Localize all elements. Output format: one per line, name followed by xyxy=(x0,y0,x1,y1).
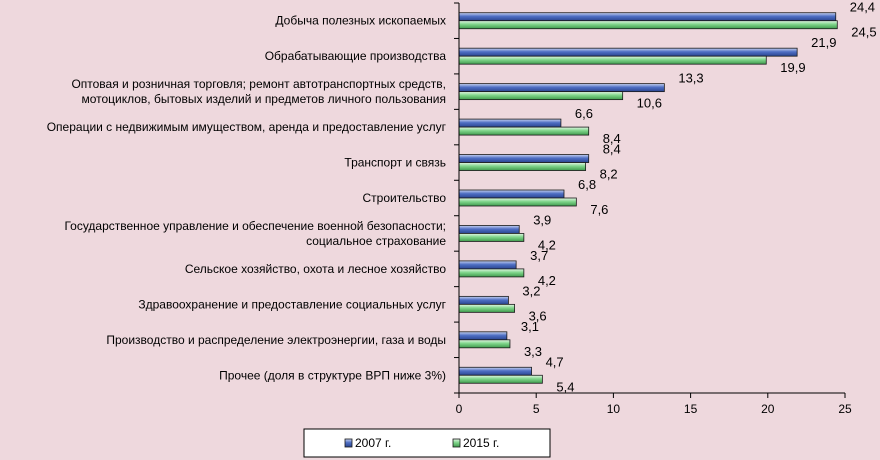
category-label-line: Строительство xyxy=(362,191,446,205)
data-label: 24,4 xyxy=(850,0,875,15)
category-label-line: Добыча полезных ископаемых xyxy=(275,14,446,28)
category-label: Производство и распределение электроэнер… xyxy=(106,333,446,347)
bar-series-1 xyxy=(458,118,562,128)
category-label-line: Сельское хозяйство, охота и лесное хозяй… xyxy=(185,262,446,276)
bar-series-2 xyxy=(458,162,587,171)
bar-series-2 xyxy=(458,55,767,65)
category-label: Транспорт и связь xyxy=(344,156,446,170)
bar-series-2 xyxy=(458,303,515,313)
category-label-line: Здравоохранение и предоставление социаль… xyxy=(138,297,446,311)
bar-series-1 xyxy=(458,189,565,199)
category-label: Операции с недвижимым имуществом, аренда… xyxy=(47,120,447,134)
category-label: Добыча полезных ископаемых xyxy=(275,14,446,28)
category-label-line: социальное страхование xyxy=(306,234,446,248)
data-label: 3,2 xyxy=(522,283,540,298)
plot-area: Добыча полезных ископаемых 24,4 24,5 Обраба… xyxy=(47,0,877,416)
data-label: 3,9 xyxy=(533,212,551,227)
data-label: 8,4 xyxy=(603,131,621,146)
bar-series-1 xyxy=(458,366,532,376)
x-tick-label: 0 xyxy=(456,402,463,416)
bar-series-1 xyxy=(458,331,508,341)
bar-series-1 xyxy=(458,295,509,305)
data-label: 21,9 xyxy=(811,35,836,50)
data-label: 4,2 xyxy=(538,273,556,288)
data-label: 8,4 xyxy=(603,142,621,157)
data-label: 8,2 xyxy=(600,167,618,182)
category-label-line: Государственное управление и обеспечение… xyxy=(64,219,446,233)
data-label: 6,8 xyxy=(578,177,596,192)
x-tick-label: 25 xyxy=(838,402,852,416)
legend-swatch xyxy=(452,438,461,448)
legend-label: 2007 г. xyxy=(355,436,391,450)
category-label: Прочее (доля в структуре ВРП ниже 3%) xyxy=(219,368,446,382)
bar-series-2 xyxy=(458,126,590,136)
category-label-line: Прочее (доля в структуре ВРП ниже 3%) xyxy=(219,368,446,382)
legend-swatch xyxy=(344,438,353,448)
bar-series-1 xyxy=(458,225,520,234)
x-tick-label: 15 xyxy=(684,402,698,416)
category-label: Сельское хозяйство, охота и лесное хозяй… xyxy=(185,262,446,276)
bar-series-2 xyxy=(458,374,543,384)
legend: 2007 г. 2015 г. xyxy=(303,428,551,458)
x-tick-label: 20 xyxy=(761,402,775,416)
bar-series-1 xyxy=(458,260,517,270)
legend-label: 2015 г. xyxy=(463,436,499,450)
data-label: 4,7 xyxy=(546,354,564,369)
data-label: 5,4 xyxy=(556,379,574,394)
data-label: 10,6 xyxy=(637,96,662,111)
x-tick-label: 5 xyxy=(533,402,540,416)
bar-series-2 xyxy=(458,268,525,278)
category-label-line: Оптовая и розничная торговля; ремонт авт… xyxy=(71,77,446,91)
category-label: Государственное управление и обеспечение… xyxy=(64,219,446,248)
data-label: 3,1 xyxy=(521,319,539,334)
bar-series-1 xyxy=(458,154,590,163)
category-label: Оптовая и розничная торговля; ремонт авт… xyxy=(71,77,446,106)
data-label: 3,3 xyxy=(524,344,542,359)
bar-series-2 xyxy=(458,197,577,207)
bar-series-2 xyxy=(458,20,838,30)
x-tick-label: 10 xyxy=(607,402,621,416)
data-label: 4,2 xyxy=(538,237,556,252)
bar-series-1 xyxy=(458,12,837,22)
bar-series-2 xyxy=(458,91,624,101)
data-label: 6,6 xyxy=(575,106,593,121)
bar-series-1 xyxy=(458,83,665,93)
category-label: Обрабатывающие производства xyxy=(265,49,447,63)
data-label: 13,3 xyxy=(678,71,703,86)
legend-box xyxy=(303,428,551,458)
category-label-line: Операции с недвижимым имуществом, аренда… xyxy=(47,120,447,134)
category-label: Строительство xyxy=(362,191,446,205)
data-label: 3,7 xyxy=(530,248,548,263)
bar-series-2 xyxy=(458,339,511,349)
data-label: 3,6 xyxy=(529,308,547,323)
bar-series-2 xyxy=(458,233,525,242)
category-label-line: мотоциклов, бытовых изделий и предметов … xyxy=(81,92,446,106)
data-label: 19,9 xyxy=(780,60,805,75)
category-label-line: Транспорт и связь xyxy=(344,156,446,170)
category-label-line: Обрабатывающие производства xyxy=(265,49,447,63)
category-label-line: Производство и распределение электроэнер… xyxy=(106,333,446,347)
data-label: 7,6 xyxy=(590,202,608,217)
data-label: 24,5 xyxy=(851,25,876,40)
bar-series-1 xyxy=(458,47,798,57)
category-label: Здравоохранение и предоставление социаль… xyxy=(138,297,446,311)
